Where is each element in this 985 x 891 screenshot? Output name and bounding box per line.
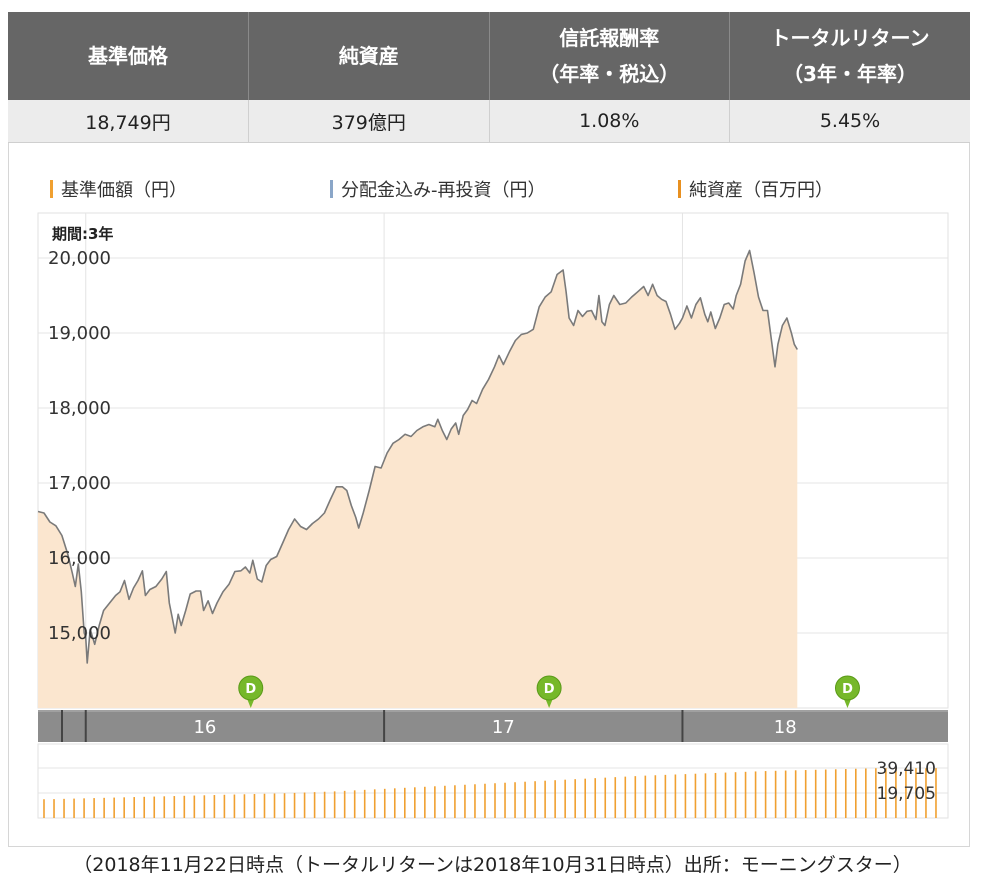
distribution-marker-icon: D bbox=[834, 675, 860, 708]
marker-pin bbox=[843, 698, 852, 708]
marker-pin bbox=[545, 698, 554, 708]
legend-label: 基準価額（円） bbox=[61, 180, 187, 201]
marker-pin bbox=[246, 698, 255, 708]
legend-swatch bbox=[50, 180, 53, 198]
net-assets-tick-label: 19,705 bbox=[877, 784, 936, 804]
legend-label: 純資産（百万円） bbox=[689, 180, 833, 201]
source-footnote: （2018年11月22日時点（トータルリターンは2018年10月31日時点）出所… bbox=[73, 854, 912, 876]
marker-circle bbox=[238, 675, 264, 701]
value-base-price: 18,749円 bbox=[8, 100, 249, 143]
fund-summary-table: 基準価格 純資産 信託報酬率 （年率・税込） トータルリターン （3年・年率） 18… bbox=[8, 12, 970, 143]
header-base-price: 基準価格 bbox=[8, 12, 249, 100]
value-total-return: 5.45% bbox=[729, 100, 970, 143]
year-tick-label: 17 bbox=[492, 717, 515, 738]
marker-label: D bbox=[245, 682, 256, 697]
value-net-assets: 379億円 bbox=[248, 100, 490, 143]
value-trust-fee: 1.08% bbox=[489, 100, 730, 143]
year-tick-label: 18 bbox=[774, 717, 797, 738]
price-area bbox=[38, 250, 798, 708]
legend-swatch bbox=[330, 180, 333, 198]
net-assets-tick-label: 39,410 bbox=[877, 759, 936, 779]
period-label: 期間:3年 bbox=[52, 225, 113, 243]
legend-label: 分配金込み-再投資（円） bbox=[341, 180, 546, 201]
marker-label: D bbox=[842, 682, 853, 697]
legend-reinvested[interactable]: 分配金込み-再投資（円） bbox=[330, 176, 546, 202]
year-tick-label: 16 bbox=[193, 717, 216, 738]
y-tick-label: 19,000 bbox=[48, 323, 111, 344]
y-tick-label: 15,000 bbox=[48, 623, 111, 644]
y-tick-label: 16,000 bbox=[48, 548, 111, 569]
header-trust-fee: 信託報酬率 （年率・税込） bbox=[489, 12, 730, 100]
marker-label: D bbox=[544, 682, 555, 697]
chart-container bbox=[8, 143, 970, 847]
y-tick-label: 18,000 bbox=[48, 398, 111, 419]
y-tick-label: 17,000 bbox=[48, 473, 111, 494]
price-line bbox=[37, 249, 798, 664]
legend-base-price[interactable]: 基準価額（円） bbox=[50, 176, 187, 202]
distribution-marker-icon: D bbox=[238, 675, 264, 708]
header-net-assets: 純資産 bbox=[248, 12, 490, 100]
distribution-marker-icon: D bbox=[536, 675, 562, 708]
legend-net-assets[interactable]: 純資産（百万円） bbox=[678, 176, 833, 202]
time-axis-band bbox=[38, 710, 948, 742]
header-total-return: トータルリターン （3年・年率） bbox=[729, 12, 970, 100]
legend-swatch bbox=[678, 180, 681, 198]
marker-circle bbox=[834, 675, 860, 701]
marker-circle bbox=[536, 675, 562, 701]
y-tick-label: 20,000 bbox=[48, 248, 111, 269]
